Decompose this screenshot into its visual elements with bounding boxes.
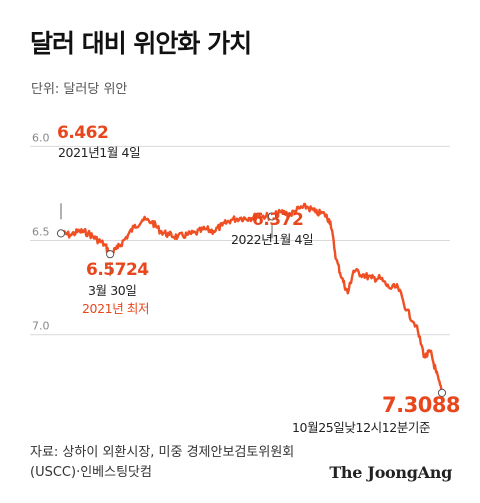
series-line [60,202,444,394]
brand-logo: The JoongAng [329,463,452,482]
y-tick-label: 6.0 [32,131,50,144]
chart-title: 달러 대비 위안화 가치 [30,29,252,58]
source-line-1: 자료: 상하이 외환시장, 미중 경제안보검토위원회 [30,445,295,460]
annotation-marker [437,388,447,397]
annotation-labels: 6.462 2021년1월 4일 6.5724 3월 30일 2021년 최저 6.372… [57,123,461,435]
source-line-2: (USCC)·인베스팅닷컴 [30,465,152,480]
y-tick-label: 7.0 [32,320,50,333]
annotation-label: 10월25일낮12시12분기준 [292,420,430,435]
annotation-value: 6.372 [252,210,303,230]
annotation-value: 6.462 [57,123,108,143]
annotation-marker [267,212,277,221]
annotation-markers [56,212,447,397]
annotation-label: 2022년1월 4일 [231,232,313,247]
annotation-value: 6.5724 [86,260,149,280]
annotation-marker [106,250,115,259]
y-axis-ticks: 6.0 6.5 7.0 [32,131,50,332]
annotation-label: 2021년1월 4일 [58,145,140,160]
annotation-connectors [60,203,273,277]
annotation-marker [56,229,66,238]
annotation-label: 3월 30일 [88,283,136,298]
y-tick-label: 6.5 [32,226,50,239]
annotation-sublabel: 2021년 최저 [82,301,149,316]
unit-label: 단위: 달러당 위안 [31,82,128,97]
annotation-value: 7.3088 [382,393,460,417]
source-note: 자료: 상하이 외환시장, 미중 경제안보검토위원회 (USCC)·인베스팅닷컴 [30,443,294,483]
